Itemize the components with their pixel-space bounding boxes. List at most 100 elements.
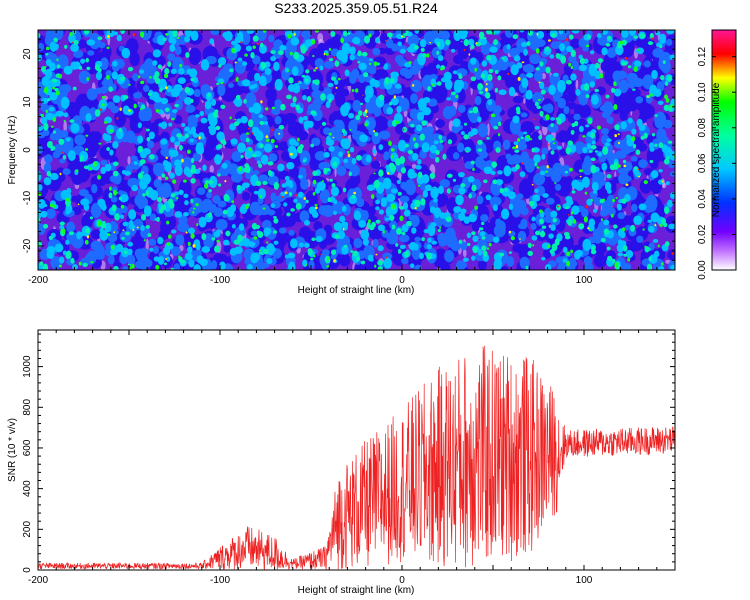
heatmap-cell [605, 104, 615, 113]
heatmap-cell [466, 242, 471, 247]
x-tick-label: -200 [28, 575, 48, 586]
heatmap-cell [569, 167, 573, 172]
heatmap-cell [99, 201, 106, 210]
heatmap-cell [238, 166, 243, 172]
y-tick-label: 10 [22, 96, 33, 108]
heatmap-cell [174, 191, 180, 196]
heatmap-cell [495, 178, 504, 186]
heatmap-cell [184, 30, 192, 38]
heatmap-cell [647, 95, 649, 98]
heatmap-cell [578, 125, 584, 133]
heatmap-cell [152, 49, 162, 58]
heatmap-cell [581, 176, 590, 188]
heatmap-cell [625, 183, 629, 187]
heatmap-cell [196, 255, 204, 264]
heatmap-cell [382, 230, 385, 234]
heatmap-cell [512, 115, 520, 124]
heatmap-cell [508, 203, 514, 210]
heatmap-cell [385, 256, 388, 259]
heatmap-cell [568, 260, 578, 268]
heatmap-cell [369, 78, 377, 87]
heatmap-cell [141, 213, 147, 221]
heatmap-cell [180, 259, 186, 264]
heatmap-cell [38, 42, 45, 52]
heatmap-cell [587, 227, 590, 230]
heatmap-cell [127, 241, 134, 247]
heatmap-cell [188, 259, 195, 268]
heatmap-cell [434, 156, 440, 163]
heatmap-cell [658, 265, 665, 270]
heatmap-cell [365, 101, 378, 114]
heatmap-cell [304, 264, 308, 267]
heatmap-cell [66, 221, 76, 233]
heatmap-cell [515, 144, 519, 149]
heatmap-cell [602, 198, 606, 202]
heatmap-cell [665, 98, 670, 103]
heatmap-x-axis-label: Height of straight line (km) [298, 285, 415, 296]
heatmap-cell [332, 161, 338, 167]
heatmap-cell [207, 212, 213, 218]
heatmap-cell [391, 155, 394, 159]
heatmap-cell [338, 151, 343, 158]
heatmap-cell [156, 34, 166, 46]
heatmap-cell [385, 38, 394, 49]
heatmap-cell [314, 187, 321, 194]
heatmap-cell [521, 77, 529, 89]
heatmap-cell [182, 212, 189, 217]
heatmap-cell [155, 264, 160, 270]
heatmap-cell [504, 30, 514, 38]
heatmap-cell [568, 214, 570, 216]
heatmap-cell [622, 39, 627, 46]
heatmap-cell [424, 184, 432, 192]
heatmap-cell [571, 205, 580, 215]
heatmap-cell [452, 178, 457, 182]
heatmap-cell [585, 44, 590, 48]
heatmap-cell [658, 142, 664, 149]
heatmap-cell [248, 127, 250, 130]
heatmap-cell [429, 151, 437, 160]
heatmap-cell [334, 234, 340, 239]
heatmap-cell [414, 45, 419, 50]
heatmap-cell [288, 229, 295, 236]
heatmap-cell [390, 164, 396, 173]
heatmap-cell [618, 141, 621, 145]
heatmap-cell [208, 189, 212, 193]
heatmap-cell [648, 256, 653, 262]
heatmap-cell [600, 237, 606, 243]
heatmap-cell [666, 30, 675, 35]
heatmap-cell [323, 50, 329, 54]
heatmap-cell [68, 231, 75, 236]
heatmap-cell [472, 235, 479, 243]
heatmap-cell [163, 37, 167, 42]
heatmap-cell [389, 228, 396, 238]
heatmap-cell [547, 144, 550, 146]
heatmap-cell [421, 142, 430, 153]
heatmap-cell [83, 203, 90, 211]
heatmap-cell [557, 97, 567, 109]
heatmap-cell [38, 199, 46, 209]
heatmap-cell [610, 87, 616, 93]
heatmap-cell [472, 167, 475, 172]
heatmap-cell [582, 146, 588, 154]
heatmap-cell [552, 142, 556, 145]
heatmap-cell [92, 175, 107, 187]
heatmap-cell [481, 236, 486, 240]
heatmap-cell [198, 136, 201, 140]
heatmap-cell [486, 30, 492, 35]
heatmap-cell [623, 253, 627, 257]
heatmap-cell [317, 32, 324, 43]
heatmap-cell [624, 224, 632, 231]
heatmap-cell [564, 234, 571, 240]
heatmap-cell [238, 223, 245, 231]
heatmap-cell [66, 101, 79, 118]
heatmap-cell [412, 137, 416, 142]
heatmap-cell [352, 99, 362, 112]
heatmap-cell [512, 34, 519, 40]
heatmap-cell [128, 109, 131, 112]
heatmap-cell [149, 189, 159, 201]
heatmap-cell [399, 97, 410, 112]
heatmap-cell [588, 63, 598, 77]
heatmap-cell [160, 121, 168, 130]
heatmap-cell [549, 54, 555, 59]
heatmap-cell [664, 206, 670, 215]
